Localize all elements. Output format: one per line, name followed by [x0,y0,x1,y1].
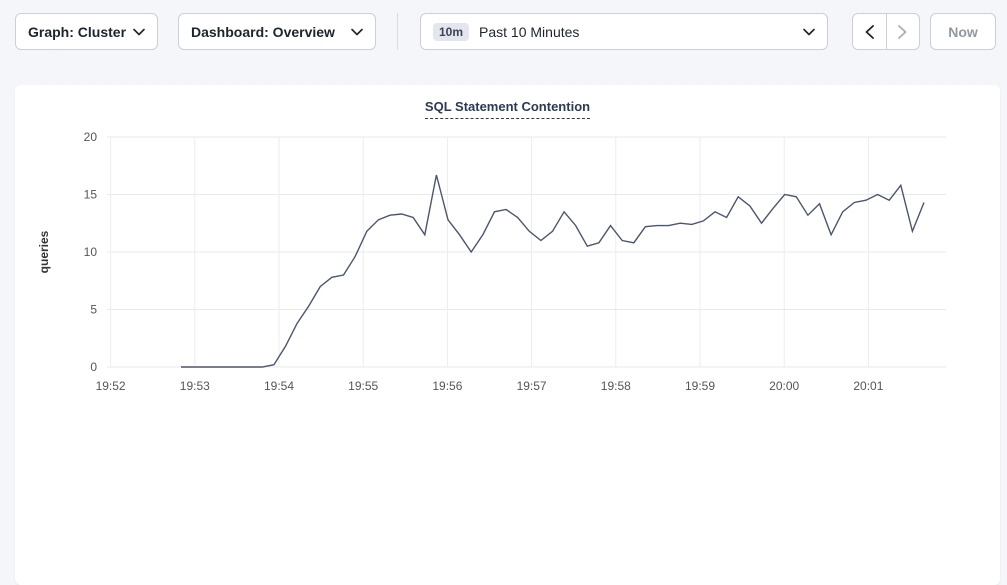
svg-text:20:01: 20:01 [853,379,883,393]
svg-text:19:58: 19:58 [601,379,631,393]
svg-text:20: 20 [84,130,98,144]
svg-text:19:52: 19:52 [96,379,126,393]
svg-text:19:55: 19:55 [348,379,378,393]
svg-text:19:57: 19:57 [517,379,547,393]
svg-text:10: 10 [84,245,98,259]
svg-text:19:53: 19:53 [180,379,210,393]
svg-text:19:54: 19:54 [264,379,294,393]
svg-text:19:56: 19:56 [432,379,462,393]
svg-text:queries: queries [37,230,51,273]
svg-text:19:59: 19:59 [685,379,715,393]
svg-text:20:00: 20:00 [769,379,799,393]
svg-text:0: 0 [90,360,97,374]
svg-text:15: 15 [84,188,98,202]
svg-text:5: 5 [90,303,97,317]
